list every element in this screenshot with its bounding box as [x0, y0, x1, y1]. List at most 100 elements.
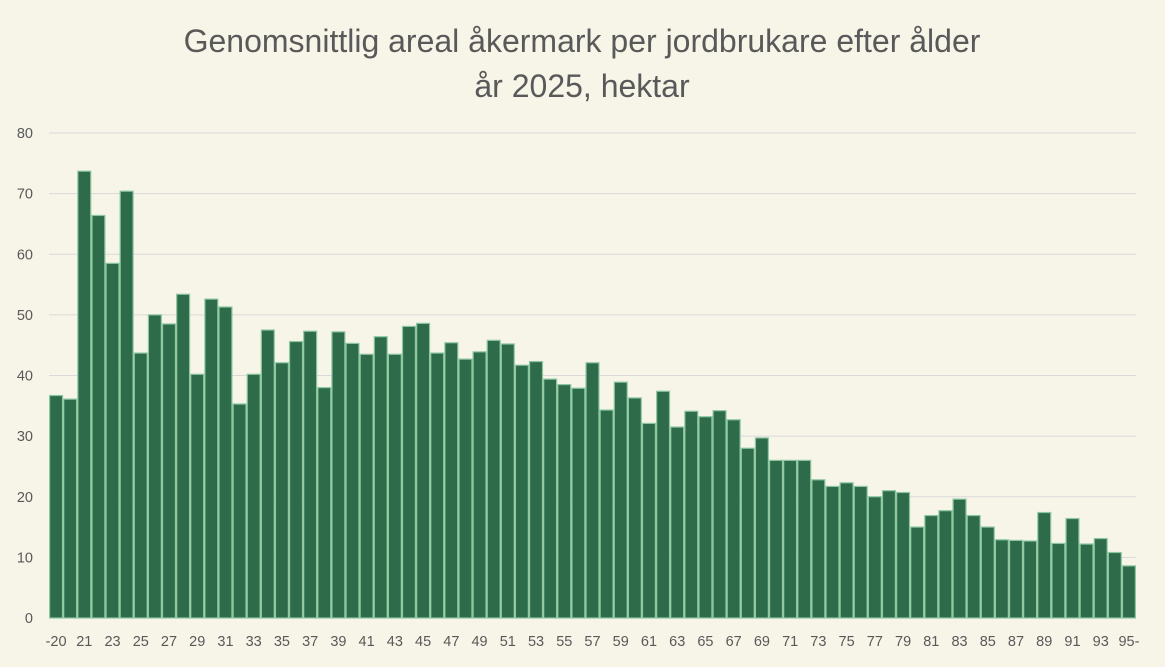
bar-80: [910, 526, 925, 619]
x-tick-label: 73: [810, 634, 826, 650]
bar-26: [147, 314, 162, 619]
bar--20: [48, 394, 64, 619]
bar-23: [105, 262, 120, 619]
x-tick-label: 83: [951, 634, 967, 650]
bar-33: [246, 373, 261, 619]
y-tick-label: 60: [17, 247, 33, 263]
bar-53: [528, 360, 544, 619]
bar-22: [91, 214, 106, 619]
bar-69: [754, 437, 769, 619]
bar-92: [1079, 543, 1094, 619]
y-tick-label: 50: [17, 308, 33, 324]
y-tick-label: 20: [17, 490, 33, 506]
bar-37: [303, 330, 318, 619]
x-tick-label: 53: [528, 634, 544, 650]
bar-91: [1065, 517, 1080, 619]
bar-43: [387, 353, 402, 619]
bar-94: [1107, 551, 1122, 619]
x-tick-label: 43: [387, 634, 403, 650]
x-tick-label: 59: [613, 634, 629, 650]
bar-85: [980, 526, 995, 619]
x-tick-label: 93: [1093, 634, 1109, 650]
x-tick-label: 63: [669, 634, 685, 650]
bar-30: [204, 298, 219, 619]
bar-25: [133, 352, 148, 619]
bar-45: [416, 322, 431, 619]
bar-81: [924, 514, 939, 619]
bar-73: [811, 479, 826, 619]
x-tick-label: 77: [867, 634, 883, 650]
x-tick-label: 23: [104, 634, 120, 650]
bar-31: [218, 306, 233, 619]
bar-83: [952, 498, 967, 619]
x-tick-label: 85: [980, 634, 996, 650]
bar-93: [1093, 537, 1108, 619]
bar-55: [557, 383, 572, 619]
bar-52: [514, 364, 529, 619]
bar-72: [797, 459, 812, 619]
bar-64: [684, 410, 699, 619]
x-tick-label: 39: [330, 634, 346, 650]
bar-84: [966, 514, 981, 619]
bar-49: [472, 351, 487, 619]
chart-title-line-2: år 2025, hektar: [474, 68, 690, 104]
bar-34: [260, 329, 275, 619]
y-axis: 0 10 20 30 40 50 60 70 80: [17, 126, 33, 627]
x-tick-label: 61: [641, 634, 657, 650]
bar-58: [599, 409, 614, 619]
x-tick-label: 45: [415, 634, 431, 650]
bar-88: [1023, 540, 1038, 619]
bar-56: [571, 387, 586, 619]
bar-41: [359, 353, 374, 619]
bar-66: [712, 410, 727, 619]
x-tick-label: 91: [1064, 634, 1080, 650]
bar-60: [627, 397, 642, 619]
bar-28: [176, 293, 191, 619]
y-tick-label: 10: [17, 550, 33, 566]
y-tick-label: 70: [17, 187, 33, 203]
bar-82: [938, 510, 953, 619]
bar-39: [331, 331, 346, 619]
bar-47: [444, 342, 459, 619]
x-tick-label: -20: [46, 634, 67, 650]
bar-90: [1051, 542, 1066, 619]
bar-74: [825, 485, 840, 619]
bar-87: [1008, 539, 1024, 619]
x-tick-label: 33: [246, 634, 262, 650]
bar-67: [726, 419, 741, 619]
bar-48: [458, 358, 473, 619]
bar-54: [543, 378, 558, 619]
bar-76: [853, 485, 868, 619]
bar-77: [867, 496, 882, 619]
bar-57: [585, 362, 600, 619]
x-tick-label: 69: [754, 634, 770, 650]
bar-50: [486, 339, 501, 619]
bar-42: [373, 336, 388, 619]
bar-86: [994, 539, 1009, 619]
bar-51: [500, 343, 515, 619]
x-tick-label: 41: [359, 634, 375, 650]
x-tick-label: 67: [726, 634, 742, 650]
x-tick-label: 27: [161, 634, 177, 650]
x-tick-label: 25: [133, 634, 149, 650]
x-tick-label: 71: [782, 634, 798, 650]
bar-61: [641, 422, 657, 619]
bar-89: [1037, 511, 1052, 619]
bar-95-: [1121, 565, 1137, 619]
y-tick-label: 0: [25, 611, 33, 627]
x-tick-label: 57: [584, 634, 600, 650]
bars: [48, 170, 1137, 619]
x-tick-label: 29: [189, 634, 205, 650]
x-tick-label: 95-: [1118, 634, 1139, 650]
y-tick-label: 40: [17, 369, 33, 385]
bar-62: [656, 390, 671, 619]
bar-35: [274, 362, 289, 619]
bar-65: [698, 416, 713, 619]
x-tick-label: 65: [697, 634, 713, 650]
x-tick-label: 35: [274, 634, 290, 650]
x-tick-label: 79: [895, 634, 911, 650]
bar-71: [783, 459, 798, 619]
x-axis: -20 21 23 25 27 29 31 33 35 37 39 41 43 45 47 49 51 53 55 5…: [46, 634, 1140, 650]
